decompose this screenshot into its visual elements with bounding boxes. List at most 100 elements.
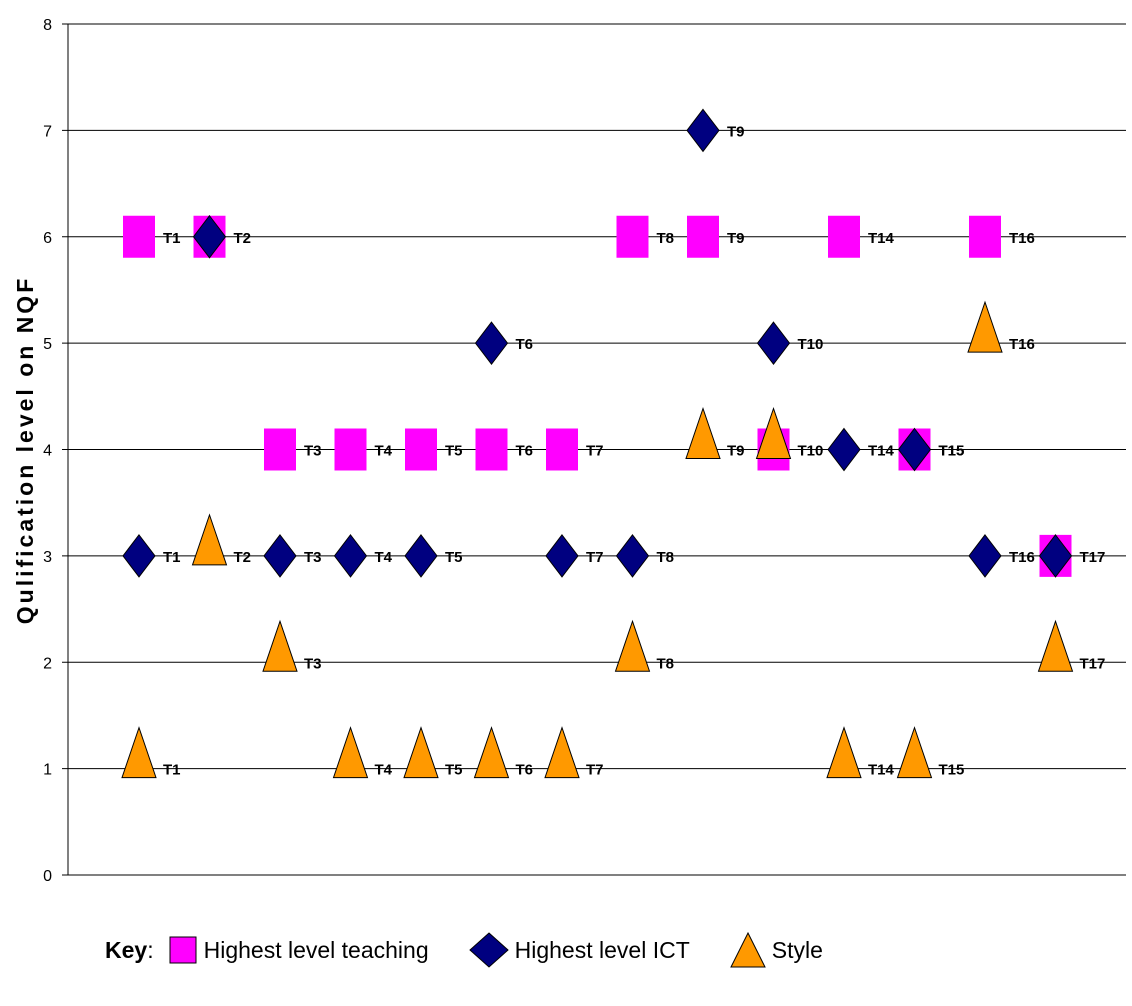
triangle-marker [685,406,721,459]
triangle-marker [1037,619,1074,672]
y-tick-label: 0 [43,868,52,885]
y-tick-label: 1 [43,762,52,779]
scatter-chart: 0 1 2 3 4 5 6 7 8 Qulification level on NQF T1 T3… [12,17,1126,885]
data-label: T2 [234,549,252,566]
square-marker [123,215,155,258]
data-label: T3 [304,655,322,672]
legend-label-style: Style [771,936,823,963]
triangle-marker [262,619,298,672]
data-label: T5 [445,549,463,566]
triangle-marker [403,726,439,779]
data-label: T7 [586,443,604,460]
diamond-marker [615,534,650,578]
data-label: T1 [163,762,181,779]
data-label: T4 [375,549,393,566]
diamond-marker [474,321,509,365]
triangle-marker [755,406,792,459]
legend-colon: : [147,936,154,963]
data-label: T15 [939,762,965,779]
triangle-marker [473,726,510,779]
data-markers [121,108,1074,779]
data-label: T4 [375,443,393,460]
triangle-marker [121,726,157,779]
data-label: T8 [657,655,675,672]
data-label: T5 [445,762,463,779]
triangle-marker [614,619,651,672]
y-tick-label: 4 [43,443,52,460]
legend-item-ict: Highest level ICT [468,932,690,968]
data-label: T9 [727,230,745,247]
diamond-marker [1038,534,1073,578]
diamond-marker [545,534,579,578]
diamond-marker [686,108,720,153]
diamond-marker [897,427,932,472]
triangle-marker [967,300,1003,353]
legend: Key : Highest level teaching Highest lev… [105,930,863,970]
y-tick-label: 2 [43,655,52,672]
data-label: T7 [586,549,604,566]
square-marker [334,428,367,471]
y-tick-labels: 0 1 2 3 4 5 6 7 8 [43,17,52,885]
diamond-marker [968,534,1002,578]
square-marker [405,428,437,471]
data-label: T8 [657,230,675,247]
y-tick-label: 7 [43,123,52,140]
diamond-marker [333,534,368,578]
diamond-marker [404,534,438,578]
triangle-marker [544,726,580,779]
diamond-marker [192,214,227,259]
data-label: T10 [798,443,824,460]
legend-label-teaching: Highest level teaching [203,936,429,963]
diamond-marker-icon [468,932,509,968]
square-marker [264,428,296,471]
data-label: T14 [868,443,895,460]
y-axis-title: Qulification level on NQF [12,276,38,624]
triangle-marker [826,726,862,779]
data-label: T8 [657,549,675,566]
data-label: T2 [234,230,252,247]
square-marker [546,428,578,471]
data-label: T17 [1080,655,1106,672]
data-label: T6 [516,762,534,779]
gridlines [68,23,1126,770]
diamond-marker [263,534,297,578]
data-label: T5 [445,443,463,460]
triangle-marker [896,726,933,779]
square-marker [969,215,1001,258]
data-label: T6 [516,443,534,460]
square-marker-icon [169,936,197,964]
data-label: T17 [1080,549,1106,566]
data-label: T9 [727,443,745,460]
y-tick-label: 5 [43,336,52,353]
data-labels: T1 T3 T4 T5 T6 T7 T8 T9 T14 T15 T16 T1 T2 T3 T4 T5 T6 T7 T… [163,123,1105,778]
data-label: T15 [939,443,965,460]
square-marker [828,215,860,258]
triangle-marker [191,513,228,566]
square-marker [475,428,508,471]
diamond-marker [756,321,791,365]
data-label: T16 [1009,549,1035,566]
data-label: T14 [868,230,895,247]
diamond-marker [827,427,861,472]
data-label: T6 [516,336,534,353]
y-tick-label: 3 [43,549,52,566]
data-label: T7 [586,762,604,779]
data-label: T1 [163,549,181,566]
square-marker [616,215,649,258]
y-tick-label: 8 [43,17,52,34]
data-label: T16 [1009,230,1035,247]
data-label: T1 [163,230,181,247]
legend-item-style: Style [729,932,823,968]
data-label: T14 [868,762,895,779]
data-label: T9 [727,123,745,140]
data-label: T4 [375,762,393,779]
diamond-marker [122,534,156,578]
triangle-marker-icon [729,932,766,968]
triangle-marker [332,726,369,779]
legend-label-ict: Highest level ICT [514,936,690,963]
data-label: T10 [798,336,824,353]
axes [62,23,1126,876]
legend-item-teaching: Highest level teaching [168,935,429,965]
legend-title: Key [105,936,148,963]
y-tick-label: 6 [43,230,52,247]
